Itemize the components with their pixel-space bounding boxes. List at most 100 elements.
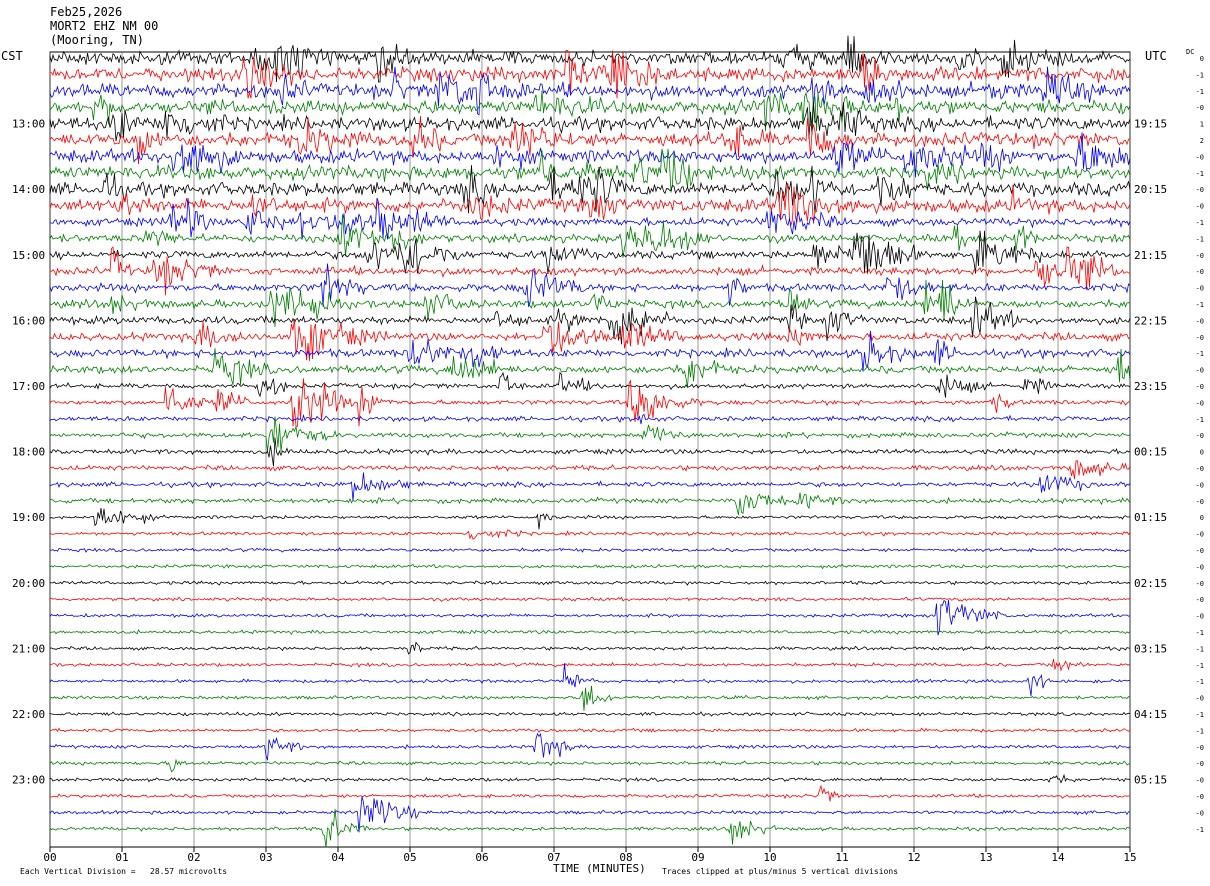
dc-offset-11: -1	[1196, 235, 1204, 243]
dc-offset-38: -1	[1196, 678, 1204, 686]
trace-45	[49, 784, 1131, 802]
cst-label-13:00: 13:00	[12, 118, 45, 131]
dc-offset-30: -0	[1196, 547, 1204, 555]
utc-label-05:15: 05:15	[1134, 774, 1167, 787]
trace-2	[49, 66, 1131, 116]
trace-27	[49, 492, 1131, 515]
trace-11	[49, 214, 1131, 258]
trace-34	[49, 599, 1131, 636]
dc-offset-39: -0	[1196, 695, 1204, 703]
dc-offset-17: -0	[1196, 334, 1204, 342]
trace-44	[49, 773, 1131, 784]
dc-offset-33: -0	[1196, 596, 1204, 604]
dc-offset-26: -0	[1196, 481, 1204, 489]
dc-offset-9: -0	[1196, 203, 1204, 211]
minute-gridlines	[49, 51, 1131, 848]
trace-37	[49, 658, 1130, 672]
cst-label-18:00: 18:00	[12, 446, 45, 459]
dc-offset-24: 0	[1200, 449, 1204, 457]
dc-offset-28: 0	[1200, 514, 1204, 522]
dc-offset-15: -1	[1196, 301, 1204, 309]
utc-label-00:15: 00:15	[1134, 446, 1167, 459]
x-tick-label-00: 00	[43, 851, 56, 864]
plot-frame	[49, 51, 1131, 848]
x-tick-label-06: 06	[475, 851, 488, 864]
dc-offset-35: -1	[1196, 629, 1204, 637]
x-tick-label-07: 07	[547, 851, 560, 864]
trace-32	[49, 580, 1131, 586]
trace-1	[49, 50, 1131, 99]
dc-offset-19: -0	[1196, 367, 1204, 375]
utc-label-01:15: 01:15	[1134, 511, 1167, 524]
utc-label-03:15: 03:15	[1134, 642, 1167, 655]
dc-offset-6: -0	[1196, 153, 1204, 161]
trace-20	[49, 371, 1131, 398]
trace-7	[49, 148, 1131, 193]
dc-offset-18: -1	[1196, 350, 1204, 358]
utc-label-22:15: 22:15	[1134, 314, 1167, 327]
trace-30	[49, 547, 1131, 553]
trace-22	[49, 413, 1131, 425]
dc-offset-12: -0	[1196, 252, 1204, 260]
dc-offset-41: -1	[1196, 727, 1204, 735]
x-axis-title: TIME (MINUTES)	[553, 862, 646, 875]
dc-offset-45: -0	[1196, 793, 1204, 801]
dc-offset-20: -0	[1196, 383, 1204, 391]
trace-38	[49, 663, 1131, 697]
dc-label: DC	[1186, 48, 1195, 56]
cst-label-17:00: 17:00	[12, 380, 45, 393]
trace-19	[49, 348, 1131, 388]
dc-offset-7: -1	[1196, 170, 1204, 178]
trace-36	[49, 641, 1131, 655]
dc-offset-36: -1	[1196, 645, 1204, 653]
dc-offset-13: -0	[1196, 268, 1204, 276]
cst-zone-label: CST	[1, 49, 23, 63]
trace-25	[49, 460, 1131, 480]
dc-offset-10: -1	[1196, 219, 1204, 227]
trace-4	[49, 102, 1131, 142]
utc-label-23:15: 23:15	[1134, 380, 1167, 393]
trace-0	[49, 35, 1131, 83]
cst-label-19:00: 19:00	[12, 511, 45, 524]
dc-offset-37: -1	[1196, 662, 1204, 670]
dc-offset-21: -0	[1196, 399, 1204, 407]
dc-offset-22: -1	[1196, 416, 1204, 424]
trace-6	[49, 132, 1131, 178]
cst-label-23:00: 23:00	[12, 774, 45, 787]
utc-label-19:15: 19:15	[1134, 118, 1167, 131]
x-tick-label-14: 14	[1051, 851, 1065, 864]
x-tick-label-01: 01	[115, 851, 128, 864]
dc-offset-14: -0	[1196, 285, 1204, 293]
dc-offset-27: -0	[1196, 498, 1204, 506]
trace-9	[49, 183, 1131, 227]
trace-42	[49, 732, 1131, 761]
x-tick-label-05: 05	[403, 851, 416, 864]
dc-offset-8: -0	[1196, 186, 1204, 194]
utc-label-21:15: 21:15	[1134, 249, 1167, 262]
x-tick-label-11: 11	[835, 851, 848, 864]
x-tick-label-03: 03	[259, 851, 272, 864]
dc-offset-2: -1	[1196, 88, 1204, 96]
trace-18	[49, 330, 1131, 372]
trace-46	[49, 796, 1131, 833]
utc-label-20:15: 20:15	[1134, 183, 1167, 196]
dc-offset-29: -0	[1196, 531, 1204, 539]
trace-5	[49, 115, 1131, 165]
cst-label-16:00: 16:00	[12, 314, 45, 327]
dc-offset-44: -0	[1196, 777, 1204, 785]
utc-label-04:15: 04:15	[1134, 708, 1167, 721]
utc-zone-label: UTC	[1145, 49, 1167, 63]
x-tick-label-09: 09	[691, 851, 704, 864]
utc-hour-labels: 19:15 20:15 21:15 22:15 23:15 00:15 01:15 02:15…	[1134, 118, 1167, 787]
trace-47	[49, 808, 1131, 848]
dc-offset-31: -0	[1196, 563, 1204, 571]
trace-40	[49, 711, 1131, 717]
cst-hour-labels: 13:00 14:00 15:00 16:00 17:00 18:00 19:00 20:00…	[12, 118, 45, 787]
cst-label-14:00: 14:00	[12, 183, 45, 196]
trace-17	[49, 318, 1131, 361]
dc-offset-25: -0	[1196, 465, 1204, 473]
dc-offset-23: -0	[1196, 432, 1204, 440]
trace-10	[49, 197, 1131, 240]
trace-24	[49, 437, 1131, 467]
